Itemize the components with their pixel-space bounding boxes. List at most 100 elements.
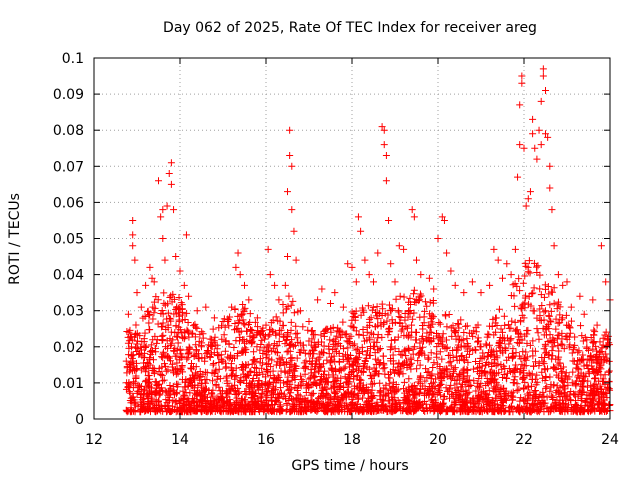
data-point xyxy=(468,329,476,337)
data-point xyxy=(144,372,152,380)
data-point xyxy=(373,303,381,311)
data-point xyxy=(515,385,523,393)
data-point xyxy=(449,322,457,330)
data-point xyxy=(287,389,295,397)
data-point xyxy=(394,405,402,413)
data-point xyxy=(511,302,519,310)
data-point xyxy=(443,406,451,414)
data-point xyxy=(214,372,222,380)
data-point xyxy=(427,349,435,357)
data-point xyxy=(399,325,407,333)
data-point xyxy=(349,362,357,370)
data-point xyxy=(363,347,371,355)
data-point xyxy=(416,344,424,352)
data-point xyxy=(141,407,149,415)
data-point xyxy=(313,382,321,390)
data-point xyxy=(421,391,429,399)
data-point xyxy=(495,305,503,313)
data-point xyxy=(567,317,575,325)
data-point xyxy=(126,326,134,334)
data-point xyxy=(205,341,213,349)
data-point xyxy=(344,344,352,352)
data-point xyxy=(533,325,541,333)
data-point xyxy=(581,372,589,380)
data-point xyxy=(272,379,280,387)
y-tick-label: 0.03 xyxy=(53,304,84,320)
data-point xyxy=(161,301,169,309)
data-point xyxy=(542,384,550,392)
data-point xyxy=(445,371,453,379)
data-point xyxy=(215,365,223,373)
data-point xyxy=(146,354,154,362)
data-point xyxy=(252,357,260,365)
data-point xyxy=(312,357,320,365)
data-point xyxy=(351,340,359,348)
data-point xyxy=(589,296,597,304)
data-point xyxy=(175,294,183,302)
data-point xyxy=(210,359,218,367)
y-tick-label: 0.1 xyxy=(62,51,84,67)
data-point xyxy=(132,321,140,329)
data-point xyxy=(546,317,554,325)
data-point xyxy=(266,271,274,279)
data-point xyxy=(589,391,597,399)
data-point xyxy=(603,407,611,415)
data-point xyxy=(253,343,261,351)
data-point xyxy=(492,379,500,387)
data-point xyxy=(365,315,373,323)
data-point xyxy=(413,401,421,409)
data-point xyxy=(453,346,461,354)
data-point xyxy=(436,365,444,373)
data-point xyxy=(409,400,417,408)
data-point xyxy=(160,299,168,307)
data-point xyxy=(430,359,438,367)
data-point xyxy=(183,355,191,363)
data-point xyxy=(297,376,305,384)
data-point xyxy=(144,308,152,316)
data-point xyxy=(248,389,256,397)
data-point xyxy=(433,360,441,368)
data-point xyxy=(422,365,430,373)
data-point xyxy=(308,354,316,362)
data-point xyxy=(249,332,257,340)
data-point xyxy=(253,314,261,322)
data-point xyxy=(327,353,335,361)
data-point xyxy=(493,405,501,413)
data-point xyxy=(563,278,571,286)
data-point xyxy=(318,348,326,356)
data-point xyxy=(172,322,180,330)
data-point xyxy=(341,363,349,371)
data-point xyxy=(357,376,365,384)
y-tick-label: 0 xyxy=(75,412,84,428)
data-point xyxy=(495,340,503,348)
data-point xyxy=(179,334,187,342)
data-point xyxy=(237,374,245,382)
data-point xyxy=(144,395,152,403)
data-point xyxy=(282,358,290,366)
data-point xyxy=(510,292,518,300)
data-point xyxy=(410,309,418,317)
x-tick-label: 20 xyxy=(429,432,447,448)
data-point xyxy=(215,396,223,404)
data-point xyxy=(482,340,490,348)
data-point xyxy=(359,367,367,375)
data-point xyxy=(181,316,189,324)
data-point xyxy=(210,397,218,405)
data-point xyxy=(459,375,467,383)
data-point xyxy=(246,310,254,318)
data-point xyxy=(454,320,462,328)
data-point xyxy=(331,335,339,343)
data-point xyxy=(179,368,187,376)
data-point xyxy=(515,275,523,283)
data-point xyxy=(284,188,291,196)
data-point xyxy=(464,358,472,366)
data-point xyxy=(129,231,137,239)
data-point xyxy=(463,340,471,348)
data-point xyxy=(425,354,433,362)
data-point xyxy=(336,333,344,341)
data-point xyxy=(529,391,537,399)
data-point xyxy=(432,350,440,358)
data-point xyxy=(334,324,342,332)
data-point xyxy=(451,401,459,409)
data-point xyxy=(403,324,411,332)
